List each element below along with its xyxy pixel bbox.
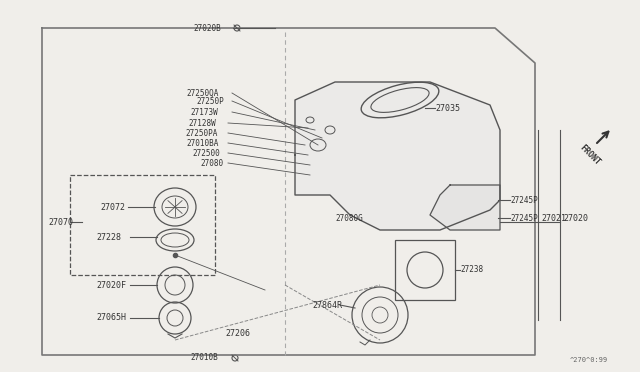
- Text: FRONT: FRONT: [578, 143, 602, 167]
- Text: 27020F: 27020F: [96, 280, 126, 289]
- Polygon shape: [430, 185, 500, 230]
- Text: 27080G: 27080G: [335, 214, 363, 222]
- Text: 27228: 27228: [96, 232, 121, 241]
- Bar: [395, 240, 455, 300]
- Text: 27128W: 27128W: [188, 119, 216, 128]
- Text: 27020: 27020: [563, 214, 588, 222]
- Text: 27206: 27206: [225, 328, 250, 337]
- Text: 27245P: 27245P: [510, 196, 538, 205]
- Text: 27864R: 27864R: [312, 301, 342, 310]
- Text: 27250QA: 27250QA: [186, 89, 218, 97]
- Text: ^270^0:99: ^270^0:99: [570, 357, 608, 363]
- Text: 27065H: 27065H: [96, 314, 126, 323]
- Text: 27080: 27080: [200, 158, 223, 167]
- Text: 27010B: 27010B: [190, 353, 218, 362]
- Text: 27020B: 27020B: [193, 23, 221, 32]
- Text: 27072: 27072: [100, 202, 125, 212]
- Text: 27250PA: 27250PA: [185, 128, 218, 138]
- Text: 272500: 272500: [192, 148, 220, 157]
- Text: 27250P: 27250P: [196, 96, 224, 106]
- Polygon shape: [295, 82, 500, 230]
- Text: 27245P: 27245P: [510, 214, 538, 222]
- Text: 27173W: 27173W: [190, 108, 218, 116]
- Text: 27021: 27021: [541, 214, 566, 222]
- Text: 27035: 27035: [435, 103, 460, 112]
- Bar: [70, 175, 215, 275]
- Text: 27238: 27238: [460, 266, 483, 275]
- Text: 27070: 27070: [48, 218, 73, 227]
- Text: 27010BA: 27010BA: [186, 138, 218, 148]
